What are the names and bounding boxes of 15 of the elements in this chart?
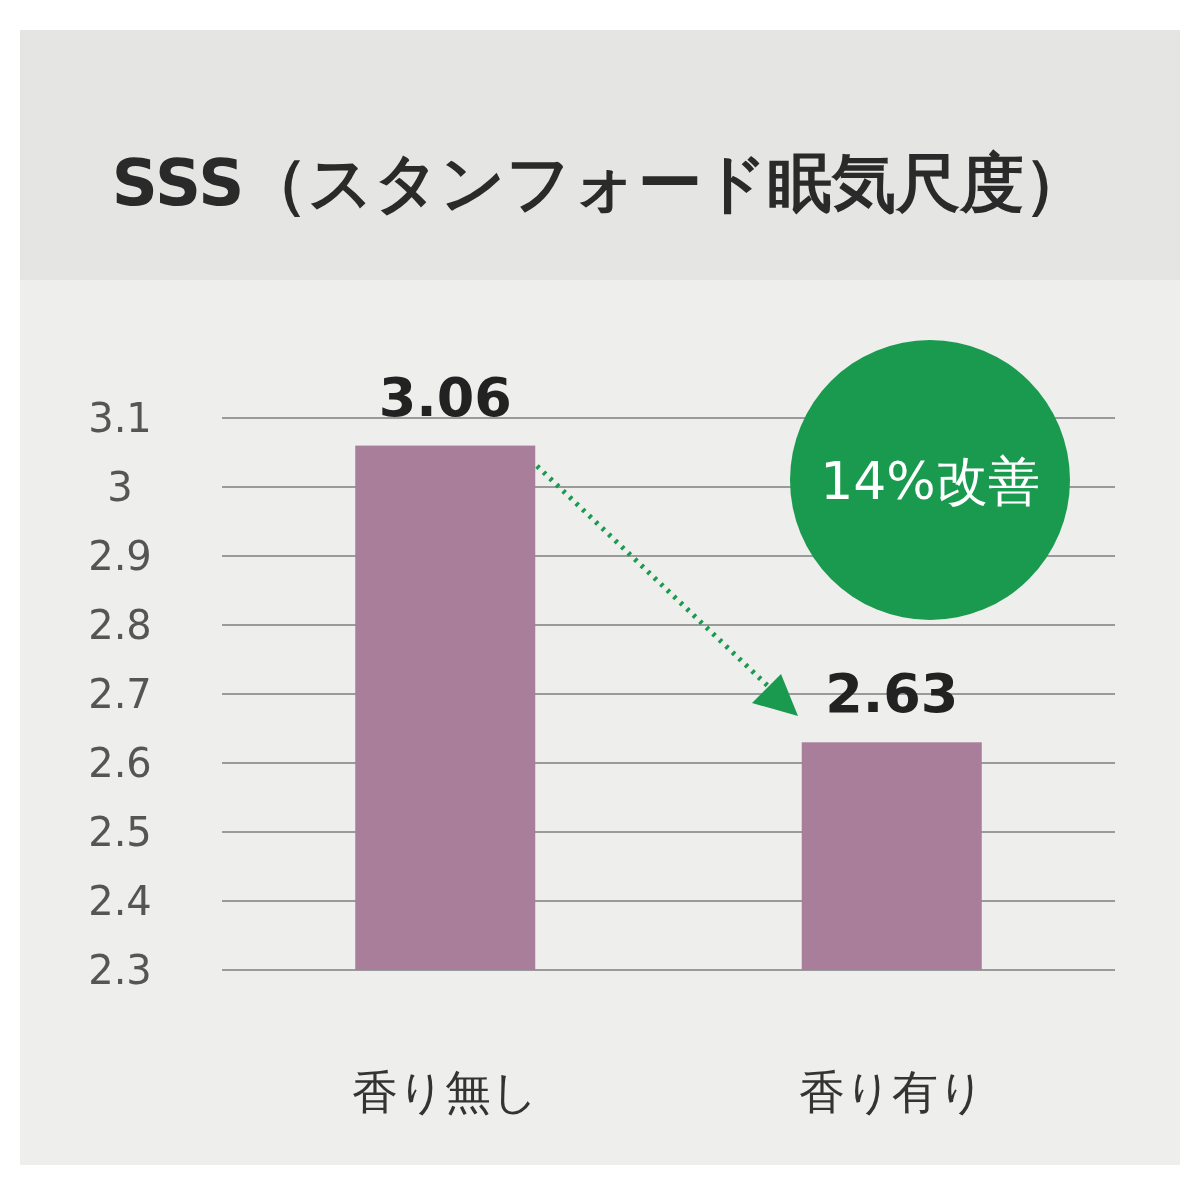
y-tick-label: 2.8 <box>88 602 152 648</box>
chart-title: SSS（スタンフォード眠気尺度） <box>111 146 1089 220</box>
y-tick-label: 2.5 <box>88 809 152 855</box>
y-tick-label: 3.1 <box>88 395 152 441</box>
x-tick-label: 香り無し <box>352 1065 539 1119</box>
y-tick-label: 2.9 <box>88 533 152 579</box>
y-tick-label: 2.3 <box>88 947 152 993</box>
data-label: 3.06 <box>378 365 512 429</box>
y-tick-label: 2.6 <box>88 740 152 786</box>
y-tick-label: 3 <box>107 464 133 510</box>
x-tick-label: 香り有り <box>798 1065 985 1119</box>
y-tick-label: 2.7 <box>88 671 152 717</box>
data-label: 2.63 <box>825 662 959 726</box>
y-tick-label: 2.4 <box>88 878 152 924</box>
annotation: 14%改善 <box>820 451 1040 511</box>
